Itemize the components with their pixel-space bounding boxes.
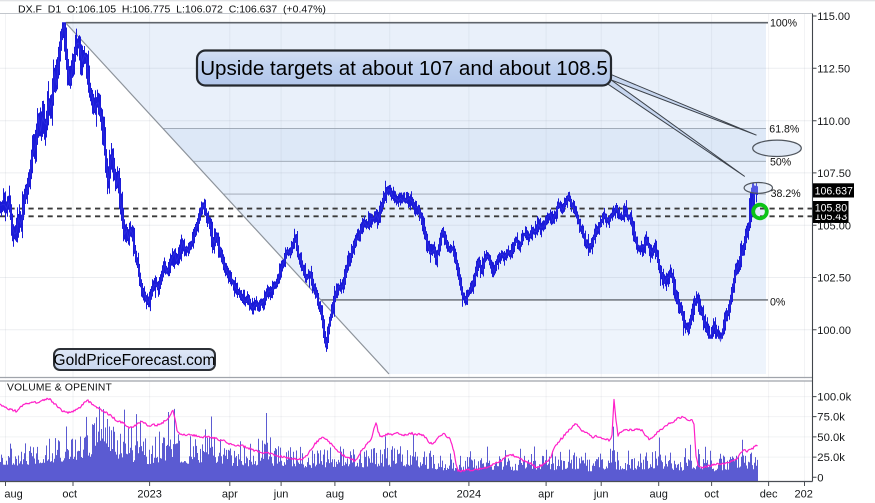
svg-text:oct: oct — [62, 489, 77, 501]
svg-text:50.0k: 50.0k — [817, 432, 845, 444]
svg-text:50%: 50% — [770, 156, 792, 168]
svg-text:apr: apr — [222, 489, 238, 501]
svg-text:2024: 2024 — [457, 489, 481, 501]
svg-text:VOLUME & OPENINT: VOLUME & OPENINT — [7, 382, 113, 393]
svg-text:dec: dec — [760, 489, 778, 501]
svg-text:112.50: 112.50 — [817, 63, 850, 75]
svg-text:aug: aug — [650, 489, 668, 501]
svg-text:0: 0 — [817, 472, 823, 484]
svg-text:aug: aug — [4, 489, 22, 501]
svg-text:38.2%: 38.2% — [771, 188, 802, 200]
svg-text:aug: aug — [326, 489, 344, 501]
svg-text:102.50: 102.50 — [817, 273, 851, 285]
svg-text:110.00: 110.00 — [817, 116, 850, 128]
svg-text:DX.F D1 O:106.105 H:106.775: DX.F D1 O:106.105 H:106.775 L:106.072 C:… — [18, 3, 326, 15]
svg-text:105.00: 105.00 — [817, 220, 851, 232]
svg-text:105.80: 105.80 — [815, 203, 848, 215]
svg-text:oct: oct — [382, 489, 397, 501]
svg-text:25.0k: 25.0k — [817, 452, 845, 464]
svg-text:100.0k: 100.0k — [817, 392, 851, 404]
svg-text:107.50: 107.50 — [817, 168, 851, 180]
svg-text:106.637: 106.637 — [815, 185, 853, 197]
svg-text:GoldPriceForecast.com: GoldPriceForecast.com — [54, 352, 216, 369]
svg-text:oct: oct — [704, 489, 719, 501]
svg-text:0%: 0% — [770, 296, 786, 308]
svg-text:2023: 2023 — [137, 489, 161, 501]
svg-text:jun: jun — [593, 489, 609, 501]
svg-text:61.8%: 61.8% — [769, 124, 800, 136]
svg-text:apr: apr — [538, 489, 554, 501]
svg-text:115.00: 115.00 — [817, 11, 850, 23]
svg-text:202: 202 — [795, 489, 813, 501]
svg-text:100.00: 100.00 — [817, 325, 851, 337]
svg-text:100%: 100% — [770, 18, 798, 30]
svg-text:jun: jun — [273, 489, 289, 501]
svg-text:Upside targets at about 107 an: Upside targets at about 107 and about 10… — [200, 57, 608, 80]
svg-text:75.0k: 75.0k — [817, 412, 845, 424]
